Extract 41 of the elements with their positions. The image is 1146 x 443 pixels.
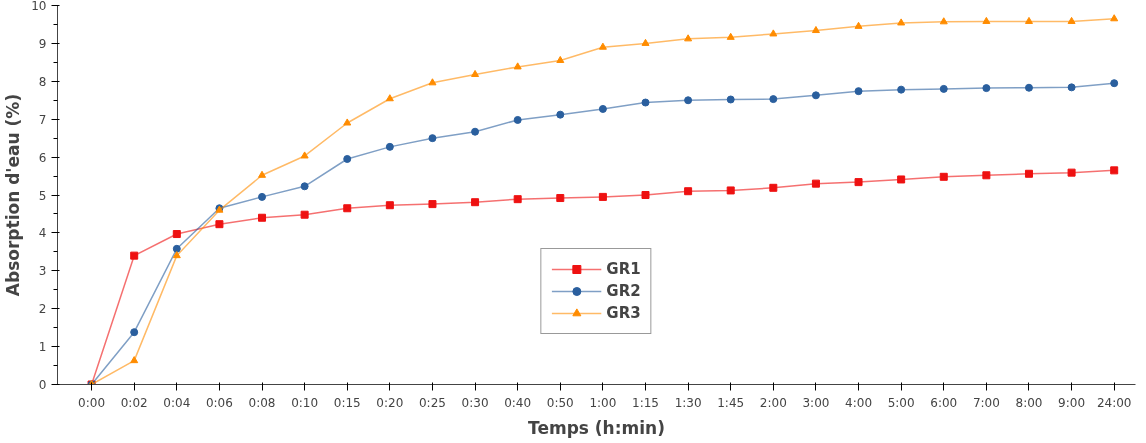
x-tick-label: 0:10 — [291, 395, 319, 410]
y-tick-label: 7 — [38, 112, 47, 127]
x-tick-label: 0:02 — [120, 395, 148, 410]
x-tick-label: 0:20 — [376, 395, 404, 410]
x-tick-label: 0:06 — [205, 395, 233, 410]
x-tick-label: 2:00 — [759, 395, 787, 410]
x-axis-title: Temps (h:min) — [528, 417, 665, 438]
x-tick-label: 0:08 — [248, 395, 276, 410]
y-tick-label: 9 — [38, 36, 47, 51]
x-tick-label: 0:00 — [78, 395, 106, 410]
x-tick-label: 0:15 — [333, 395, 361, 410]
x-tick-label: 1:30 — [674, 395, 702, 410]
x-tick-label: 3:00 — [802, 395, 830, 410]
x-tick-label: 0:25 — [418, 395, 446, 410]
y-tick-label: 1 — [38, 340, 47, 355]
x-tick-label: 0:30 — [461, 395, 489, 410]
y-tick-label: 6 — [38, 150, 47, 165]
y-tick-label: 4 — [38, 226, 47, 241]
x-tick-label: 8:00 — [1015, 395, 1043, 410]
legend-label: GR2 — [606, 282, 641, 300]
y-tick-label: 8 — [38, 74, 47, 89]
y-axis-title: Absorption d'eau (%) — [3, 93, 24, 297]
y-tick-label: 5 — [38, 188, 47, 203]
x-tick-label: 7:00 — [972, 395, 1000, 410]
x-tick-label: 0:04 — [163, 395, 191, 410]
y-tick-label: 10 — [31, 0, 47, 13]
x-tick-label: 0:50 — [546, 395, 574, 410]
legend-label: GR3 — [606, 304, 641, 322]
x-tick-label: 24:00 — [1096, 395, 1132, 410]
x-tick-label: 5:00 — [887, 395, 915, 410]
x-tick-label: 1:00 — [589, 395, 617, 410]
legend-label: GR1 — [606, 260, 641, 278]
x-tick-label: 6:00 — [930, 395, 958, 410]
x-tick-label: 4:00 — [845, 395, 873, 410]
x-tick-label: 1:15 — [632, 395, 659, 410]
x-tick-label: 9:00 — [1058, 395, 1086, 410]
x-tick-label: 0:40 — [504, 395, 532, 410]
x-tick-label: 1:45 — [717, 395, 745, 410]
y-tick-label: 2 — [38, 302, 47, 317]
y-tick-label: 0 — [38, 378, 47, 392]
y-tick-label: 3 — [38, 264, 47, 279]
